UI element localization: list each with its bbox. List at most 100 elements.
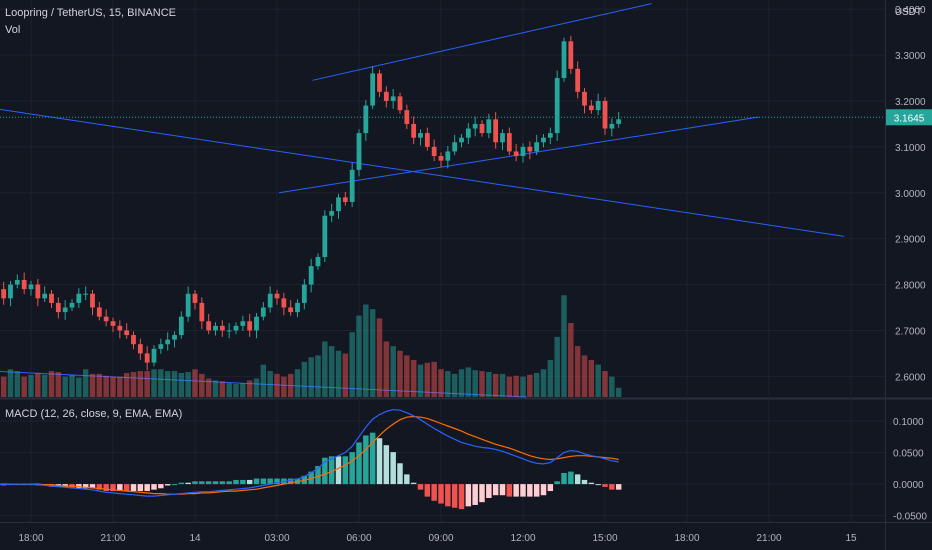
candle-body xyxy=(390,96,396,101)
volume-bar xyxy=(588,360,595,397)
volume-bar xyxy=(438,369,444,397)
candle-body xyxy=(541,137,546,143)
macd-histogram-bar xyxy=(410,482,417,485)
macd-histogram-bar xyxy=(178,482,185,485)
candle-body xyxy=(226,330,232,332)
candle-body xyxy=(124,330,130,336)
candle-body xyxy=(267,293,273,308)
macd-histogram-bar xyxy=(130,484,137,492)
price-tick-label: 3.0000 xyxy=(895,189,926,200)
candle-body xyxy=(117,325,123,331)
volume-bar xyxy=(103,375,109,397)
volume-bar xyxy=(451,373,458,397)
volume-bar xyxy=(527,374,533,397)
candle-body xyxy=(595,100,601,111)
candle-body xyxy=(602,100,608,129)
currency-label: USDT xyxy=(894,7,922,18)
volume-bar xyxy=(0,376,7,397)
volume-bar xyxy=(7,369,14,397)
candle-body xyxy=(137,344,143,354)
candle-body xyxy=(281,298,287,308)
candle-body xyxy=(240,321,246,326)
volume-bar xyxy=(28,374,34,397)
macd-histogram-bar xyxy=(486,484,492,498)
x-tick-label: 21:00 xyxy=(100,533,125,544)
macd-histogram-bar xyxy=(342,456,349,485)
volume-bar xyxy=(96,373,103,397)
volume-bar xyxy=(356,315,362,397)
macd-histogram-bar xyxy=(171,484,178,486)
volume-bar xyxy=(404,355,410,397)
candle-body xyxy=(83,293,89,295)
volume-bar xyxy=(62,376,68,397)
macd-histogram-bar xyxy=(404,474,410,485)
symbol-legend[interactable]: Loopring / TetherUS, 15, BINANCE xyxy=(5,7,176,19)
volume-bar xyxy=(69,374,75,397)
candle-body xyxy=(233,325,239,331)
volume-bar xyxy=(130,372,137,397)
macd-histogram-bar xyxy=(267,478,273,485)
volume-bar xyxy=(383,341,390,397)
candle-body xyxy=(472,123,478,129)
candle-body xyxy=(411,123,417,138)
candle-body xyxy=(500,133,505,143)
candle-body xyxy=(49,293,54,303)
vol-legend[interactable]: Vol xyxy=(5,24,21,36)
x-tick-label: 21:00 xyxy=(756,533,781,544)
volume-bar xyxy=(14,371,21,397)
candle-body xyxy=(582,91,587,106)
macd-histogram-bar xyxy=(205,481,212,485)
candle-body xyxy=(609,123,615,129)
candle-body xyxy=(308,266,314,285)
candle-body xyxy=(506,133,512,152)
macd-histogram-bar xyxy=(376,438,383,485)
x-tick-label: 15:00 xyxy=(592,533,617,544)
price-tick-label: 3.1000 xyxy=(895,143,926,154)
price-tick-label: 2.9000 xyxy=(895,235,926,246)
volume-bar xyxy=(561,295,567,397)
candle-body xyxy=(185,293,191,317)
macd-histogram-bar xyxy=(574,474,581,485)
volume-bar xyxy=(363,304,369,397)
macd-histogram-bar xyxy=(424,484,431,497)
macd-histogram-bar xyxy=(527,484,533,497)
macd-histogram-bar xyxy=(151,484,157,490)
candle-body xyxy=(418,133,423,138)
candle-body xyxy=(377,73,382,92)
volume-bar xyxy=(205,378,212,397)
volume-bar xyxy=(499,373,506,397)
candle-body xyxy=(96,307,102,317)
volume-bar xyxy=(151,369,157,397)
macd-histogram-bar xyxy=(568,471,574,485)
candle-body xyxy=(383,91,389,101)
macd-legend[interactable]: MACD (12, 26, close, 9, EMA, EMA) xyxy=(5,408,183,420)
candle-body xyxy=(561,41,567,79)
candle-body xyxy=(90,293,95,308)
volume-bar xyxy=(240,383,246,397)
x-tick-label: 15 xyxy=(845,533,857,544)
macd-histogram-bar xyxy=(356,442,362,485)
macd-line xyxy=(0,408,619,497)
volume-bar xyxy=(602,371,608,397)
volume-bar xyxy=(117,376,123,397)
macd-histogram-bar xyxy=(335,456,342,485)
volume-bar xyxy=(164,371,171,397)
volume-bar xyxy=(144,371,150,397)
macd-histogram-bar xyxy=(185,482,191,485)
macd-histogram-bar xyxy=(246,479,253,485)
candle-body xyxy=(172,335,177,340)
candle-body xyxy=(397,96,403,111)
candle-body xyxy=(199,302,205,322)
candle-body xyxy=(178,316,184,336)
candle-body xyxy=(42,293,48,299)
volume-bar xyxy=(595,364,601,397)
x-tick-label: 06:00 xyxy=(346,533,371,544)
candle-body xyxy=(616,119,622,124)
signal-line xyxy=(0,415,619,495)
price-tick-label: 2.6000 xyxy=(895,372,926,383)
candles xyxy=(1,35,622,371)
x-tick-label: 18:00 xyxy=(18,533,43,544)
volume-bar xyxy=(260,364,267,397)
